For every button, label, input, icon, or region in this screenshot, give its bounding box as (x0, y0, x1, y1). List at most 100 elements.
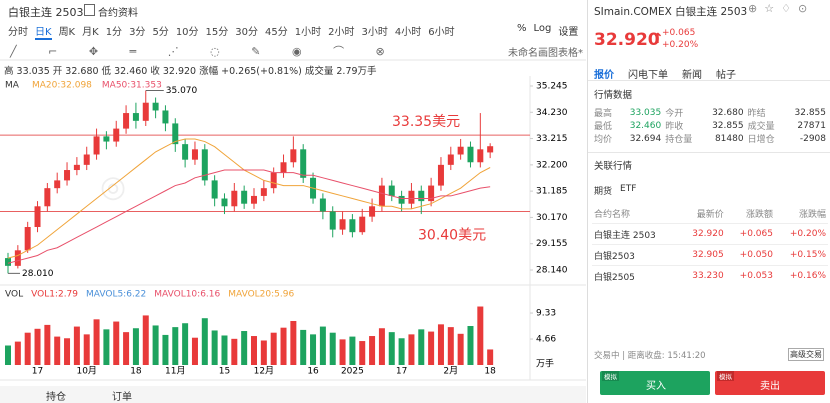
y-tick-label: 29.155 (536, 239, 568, 249)
period-tab[interactable]: 3小时 (361, 27, 388, 38)
market-cell: 81480 (714, 133, 744, 144)
period-tab[interactable]: 1分 (105, 27, 123, 38)
period-tab[interactable]: 15分 (205, 27, 229, 38)
related-cell: +0.16% (774, 265, 828, 286)
related-cell: 33.230 (678, 265, 726, 286)
volume-bar (251, 336, 257, 365)
volume-bar (310, 334, 317, 365)
related-head-cell: 涨跌幅 (798, 209, 826, 220)
period-tab[interactable]: 5分 (152, 27, 169, 38)
candle-body (182, 144, 189, 160)
related-row[interactable]: 白银2503 32.905 +0.050 +0.15% (592, 244, 828, 266)
market-cell: -2908 (799, 133, 826, 144)
quote-tab[interactable]: 帖子 (716, 70, 736, 81)
chart-tool[interactable]: % (517, 23, 527, 34)
related-cell: +0.053 (725, 265, 775, 286)
volume-bar (329, 332, 336, 365)
sell-sim: 模拟 (717, 371, 734, 381)
candle-body (191, 149, 198, 160)
related-tab[interactable]: 期货 (594, 187, 613, 197)
contract-info[interactable]: 合约资料 (98, 8, 138, 19)
period-tab[interactable]: 45分 (265, 27, 288, 38)
period-tab[interactable]: 分时 (8, 27, 28, 38)
price-line-label: 30.40美元 (418, 227, 486, 243)
draw-tools[interactable]: ╱ ⌐ ✥ ═ ⋰ ◌ ✎ ◉ ⌒ ⊗ (10, 45, 399, 58)
related-cell: 白银2503 (592, 244, 679, 266)
candle-body (280, 162, 287, 173)
period-tab[interactable]: 10分 (175, 27, 199, 38)
x-tick-label: 17 (396, 367, 407, 377)
candle-body (339, 219, 346, 230)
vol-tick-label: 9.33 (536, 309, 556, 319)
chart-tool[interactable]: Log (533, 23, 552, 34)
candle-body (329, 211, 336, 230)
related-row[interactable]: 白银主连 2503 32.920 +0.065 +0.20% (592, 223, 828, 245)
volume-bar (457, 333, 464, 365)
icons[interactable]: ⊕☆♢⊙ (748, 2, 815, 15)
y-tick-label: 34.230 (536, 108, 568, 118)
x-tick-label: 12月 (254, 366, 274, 377)
candle-body (132, 113, 139, 121)
volume-bar (290, 320, 297, 365)
candle-body (83, 154, 90, 165)
related-cell: +0.050 (725, 244, 775, 266)
related-tabs: 期货 ETF (594, 184, 644, 197)
quote-tab[interactable]: 闪电下单 (628, 70, 668, 81)
volume-bar (113, 321, 120, 365)
period-tab[interactable]: 月K (82, 27, 99, 38)
quote-tab[interactable]: 报价 (594, 70, 614, 81)
quote-tab[interactable]: 新闻 (682, 70, 702, 81)
volume-bar (300, 329, 307, 365)
x-tick-label: 11月 (165, 366, 185, 377)
volume-bar (93, 319, 100, 365)
period-tab[interactable]: 3分 (129, 27, 146, 38)
period-tab[interactable]: 6小时 (428, 27, 455, 38)
period-tab[interactable]: 4小时 (394, 27, 422, 38)
volume-bar (5, 345, 11, 365)
market-cell: 持仓量 (665, 135, 693, 145)
chart-tool[interactable]: 设置 (558, 27, 579, 38)
related-cell: 白银2505 (592, 265, 679, 286)
candle-body (467, 146, 474, 163)
bottom-tab[interactable]: 持仓 (46, 392, 66, 403)
volume-bar (34, 328, 41, 365)
candle-body (251, 195, 257, 204)
volume-bar (339, 339, 346, 365)
drawing-name[interactable]: 未命名画图表格* (508, 48, 583, 59)
market-cell: 最高 (594, 109, 613, 119)
vol-legend-entry: MAVOL5:6.22 (86, 290, 146, 300)
related-tab[interactable]: ETF (620, 184, 637, 194)
period-tab[interactable]: 1小时 (294, 27, 322, 38)
volume-bar (467, 326, 474, 365)
candle-body (162, 110, 169, 124)
market-row: 最高 33.035 今开 32.680 昨结 32.855 (592, 106, 828, 120)
chart-tools: % Log 设置 (517, 23, 585, 38)
related-row[interactable]: 白银2505 33.230 +0.053 +0.16% (592, 265, 828, 286)
bottom-tab[interactable]: 订单 (112, 392, 132, 403)
period-tab[interactable]: 日K (35, 23, 52, 40)
candle-body (300, 149, 307, 178)
symbol[interactable]: 白银主连 2503 (8, 6, 84, 19)
related-head-cell: 最新价 (696, 209, 724, 220)
ma-line (7, 169, 491, 264)
market-title: 行情数据 (594, 90, 633, 101)
market-row: 均价 32.694 持仓量 81480 日增仓 -2908 (592, 132, 828, 146)
market-cell: 日增仓 (747, 135, 775, 145)
vol-legend-entry: VOL1:2.79 (31, 290, 78, 300)
y-tick-label: 35.245 (536, 82, 568, 92)
volume-bar (64, 338, 71, 365)
volume-bar (172, 327, 179, 365)
ma-title: MA (5, 81, 20, 91)
candle-body (408, 190, 415, 204)
quote-title: SImain.COMEX 白银主连 2503 (594, 6, 748, 18)
buy-label: 买入 (646, 381, 666, 392)
period-tab[interactable]: 周K (58, 27, 76, 38)
candle-body (231, 190, 238, 207)
related-cell: +0.065 (725, 223, 775, 245)
volume-bar (162, 334, 169, 365)
info-icon (84, 4, 95, 16)
period-tab[interactable]: 2小时 (328, 27, 355, 38)
advanced[interactable]: 高级交易 (788, 348, 824, 361)
period-tab[interactable]: 30分 (235, 27, 259, 38)
y-tick-label: 30.170 (536, 213, 568, 223)
